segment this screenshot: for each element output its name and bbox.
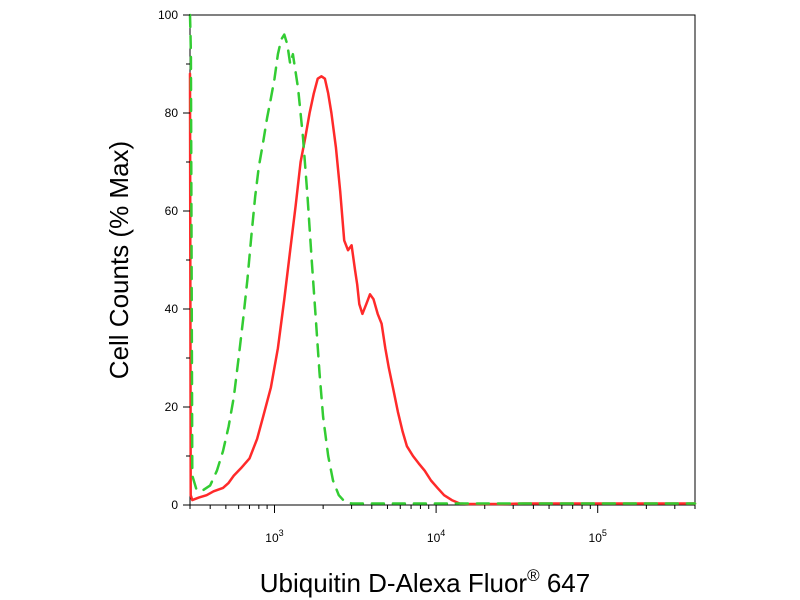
plot-frame <box>189 14 696 506</box>
x-tick-label: 103 <box>265 528 283 545</box>
series-layer <box>188 13 697 506</box>
x-axis-title: Ubiquitin D-Alexa Fluor® 647 <box>260 566 590 598</box>
y-tick-label: 0 <box>171 498 178 512</box>
y-axis: 0 20 40 60 80 100 <box>158 8 190 512</box>
histogram-series-2-dashed <box>188 13 697 505</box>
x-axis-title-superscript: ® <box>527 566 540 585</box>
y-tick-label: 100 <box>158 8 178 22</box>
y-tick-label: 40 <box>165 302 179 316</box>
histogram-series-1-solid <box>188 72 697 506</box>
y-tick-label: 20 <box>165 400 179 414</box>
x-tick-label: 104 <box>427 528 445 545</box>
y-axis-title: Cell Counts (% Max) <box>104 141 134 379</box>
y-tick-label: 60 <box>165 204 179 218</box>
x-axis-title-main: Ubiquitin D-Alexa Fluor <box>260 568 528 598</box>
y-tick-label: 80 <box>165 106 179 120</box>
x-axis: 103 104 105 <box>189 505 696 545</box>
x-tick-label: 105 <box>589 528 607 545</box>
x-axis-title-suffix: 647 <box>540 568 591 598</box>
plot-border <box>189 14 696 506</box>
